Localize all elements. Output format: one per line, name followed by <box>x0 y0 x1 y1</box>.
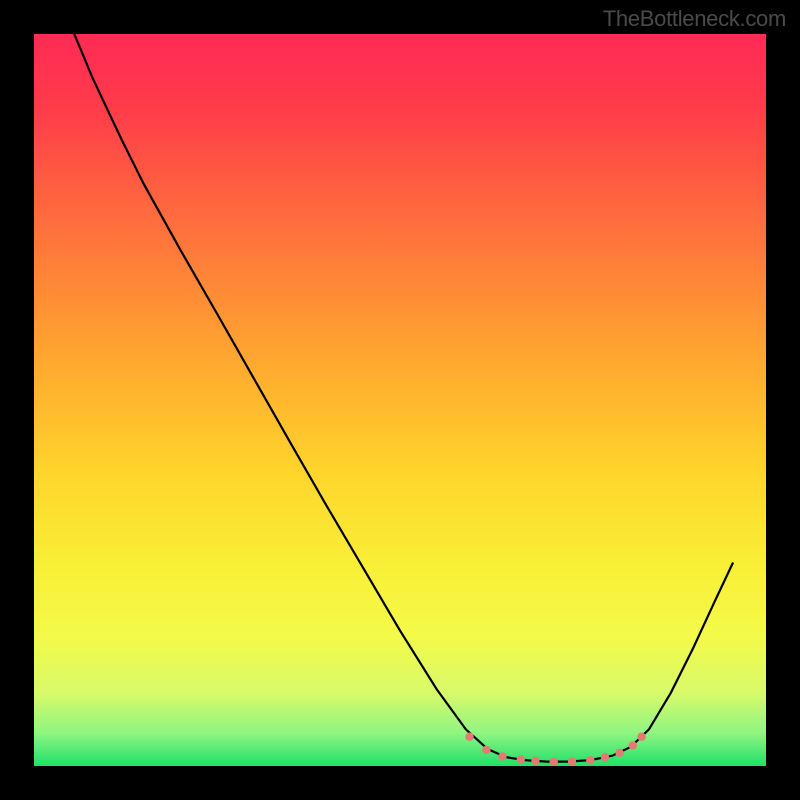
marker-dot <box>629 741 637 749</box>
chart-curve-layer <box>34 34 766 766</box>
marker-dot <box>568 757 576 765</box>
marker-dot <box>586 756 594 764</box>
bottleneck-curve <box>74 34 733 762</box>
optimal-range-markers <box>465 733 645 766</box>
marker-dot <box>550 757 558 765</box>
watermark-text: TheBottleneck.com <box>603 6 786 32</box>
marker-dot <box>531 757 539 765</box>
marker-dot <box>498 752 506 760</box>
marker-dot <box>637 733 645 741</box>
marker-dot <box>615 749 623 757</box>
marker-dot <box>465 733 473 741</box>
chart-container <box>34 34 766 766</box>
marker-dot <box>517 755 525 763</box>
marker-dot <box>482 746 490 754</box>
marker-dot <box>601 753 609 761</box>
